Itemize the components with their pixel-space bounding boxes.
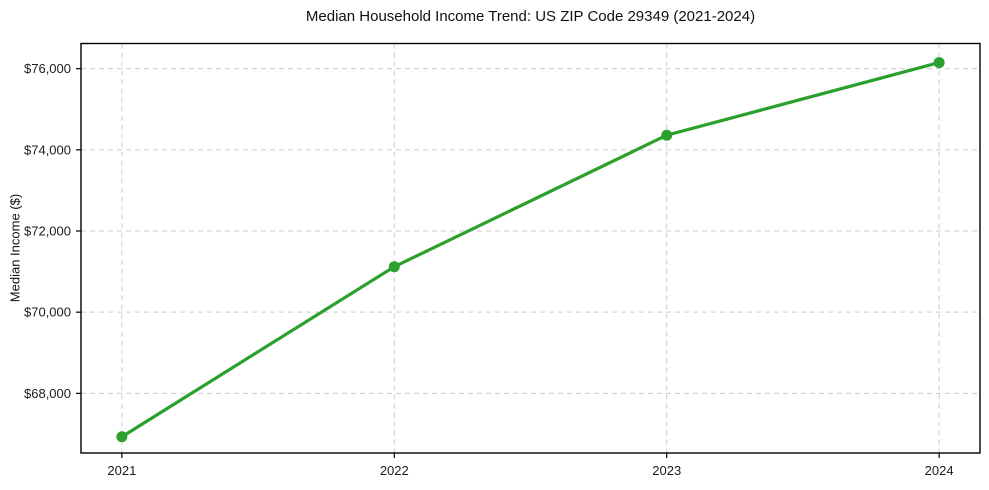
x-tick-label: 2024 [925, 463, 954, 478]
y-tick-label: $68,000 [24, 386, 71, 401]
y-tick-label: $76,000 [24, 61, 71, 76]
y-tick-label: $74,000 [24, 142, 71, 157]
y-tick-label: $70,000 [24, 305, 71, 320]
plot-border [80, 42, 981, 454]
data-point-2024 [933, 57, 945, 69]
x-tick-label: 2023 [652, 463, 681, 478]
data-point-2023 [661, 129, 673, 141]
y-tick-label: $72,000 [24, 224, 71, 239]
trend-line [120, 60, 941, 439]
data-point-2022 [388, 261, 400, 273]
chart-title: Median Household Income Trend: US ZIP Co… [305, 8, 756, 25]
data-point-2021 [116, 431, 128, 443]
x-tick-label: 2022 [380, 463, 409, 478]
x-tick-label: 2021 [107, 463, 136, 478]
